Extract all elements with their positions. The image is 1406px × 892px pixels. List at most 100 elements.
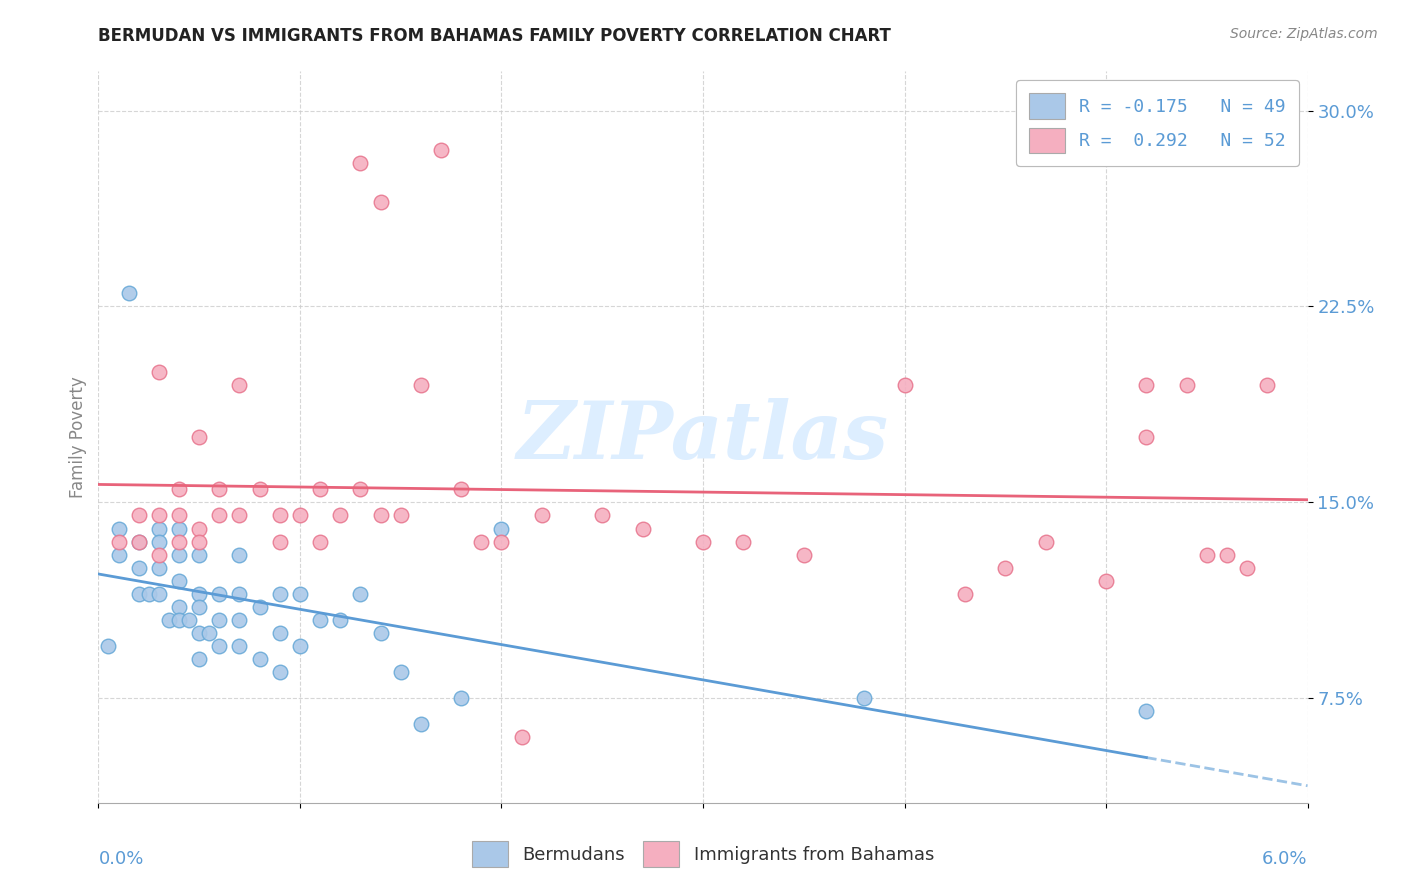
- Point: [1175, 377, 1198, 392]
- Point: [167, 548, 190, 562]
- Point: [793, 548, 815, 562]
- Point: [631, 521, 654, 535]
- Point: [389, 508, 412, 523]
- Point: [157, 613, 180, 627]
- Point: [148, 548, 170, 562]
- Point: [228, 613, 250, 627]
- Point: [167, 508, 190, 523]
- Point: [208, 508, 231, 523]
- Point: [148, 521, 170, 535]
- Point: [188, 599, 211, 614]
- Point: [1135, 430, 1157, 444]
- Point: [228, 587, 250, 601]
- Point: [530, 508, 553, 523]
- Text: BERMUDAN VS IMMIGRANTS FROM BAHAMAS FAMILY POVERTY CORRELATION CHART: BERMUDAN VS IMMIGRANTS FROM BAHAMAS FAMI…: [98, 27, 891, 45]
- Point: [167, 534, 190, 549]
- Point: [288, 508, 311, 523]
- Legend: Bermudans, Immigrants from Bahamas: Bermudans, Immigrants from Bahamas: [465, 834, 941, 874]
- Point: [1216, 548, 1239, 562]
- Point: [994, 560, 1017, 574]
- Point: [329, 613, 352, 627]
- Point: [370, 194, 392, 209]
- Point: [188, 534, 211, 549]
- Point: [309, 613, 332, 627]
- Point: [288, 639, 311, 653]
- Point: [370, 626, 392, 640]
- Point: [167, 613, 190, 627]
- Point: [249, 599, 271, 614]
- Point: [249, 652, 271, 666]
- Point: [269, 534, 291, 549]
- Point: [450, 483, 472, 497]
- Point: [1035, 534, 1057, 549]
- Point: [148, 560, 170, 574]
- Point: [349, 155, 371, 169]
- Point: [228, 548, 250, 562]
- Point: [148, 365, 170, 379]
- Point: [1095, 574, 1118, 588]
- Text: 0.0%: 0.0%: [98, 850, 143, 868]
- Point: [470, 534, 492, 549]
- Point: [167, 483, 190, 497]
- Point: [179, 613, 201, 627]
- Point: [167, 521, 190, 535]
- Point: [893, 377, 915, 392]
- Point: [370, 508, 392, 523]
- Point: [188, 430, 211, 444]
- Point: [591, 508, 613, 523]
- Point: [692, 534, 714, 549]
- Point: [128, 587, 150, 601]
- Point: [430, 143, 453, 157]
- Point: [249, 483, 271, 497]
- Point: [228, 639, 250, 653]
- Point: [97, 639, 120, 653]
- Point: [138, 587, 160, 601]
- Point: [208, 613, 231, 627]
- Point: [1256, 377, 1278, 392]
- Point: [107, 534, 129, 549]
- Point: [148, 508, 170, 523]
- Point: [128, 508, 150, 523]
- Point: [269, 626, 291, 640]
- Point: [953, 587, 976, 601]
- Point: [118, 286, 141, 301]
- Point: [853, 691, 876, 706]
- Legend: R = -0.175   N = 49, R =  0.292   N = 52: R = -0.175 N = 49, R = 0.292 N = 52: [1017, 80, 1299, 166]
- Text: 6.0%: 6.0%: [1263, 850, 1308, 868]
- Point: [1135, 377, 1157, 392]
- Point: [188, 652, 211, 666]
- Point: [269, 508, 291, 523]
- Point: [228, 508, 250, 523]
- Point: [1135, 705, 1157, 719]
- Point: [208, 639, 231, 653]
- Point: [329, 508, 352, 523]
- Point: [128, 534, 150, 549]
- Point: [208, 483, 231, 497]
- Point: [450, 691, 472, 706]
- Point: [128, 534, 150, 549]
- Point: [107, 548, 129, 562]
- Point: [208, 587, 231, 601]
- Point: [188, 521, 211, 535]
- Point: [409, 377, 432, 392]
- Point: [188, 587, 211, 601]
- Point: [1236, 560, 1258, 574]
- Text: ZIPatlas: ZIPatlas: [517, 399, 889, 475]
- Point: [188, 626, 211, 640]
- Point: [349, 483, 371, 497]
- Point: [167, 599, 190, 614]
- Point: [409, 717, 432, 731]
- Point: [148, 587, 170, 601]
- Point: [128, 560, 150, 574]
- Point: [491, 534, 513, 549]
- Point: [349, 587, 371, 601]
- Point: [491, 521, 513, 535]
- Point: [167, 574, 190, 588]
- Point: [107, 521, 129, 535]
- Y-axis label: Family Poverty: Family Poverty: [69, 376, 87, 498]
- Point: [309, 534, 332, 549]
- Point: [389, 665, 412, 680]
- Point: [228, 377, 250, 392]
- Point: [148, 534, 170, 549]
- Point: [198, 626, 221, 640]
